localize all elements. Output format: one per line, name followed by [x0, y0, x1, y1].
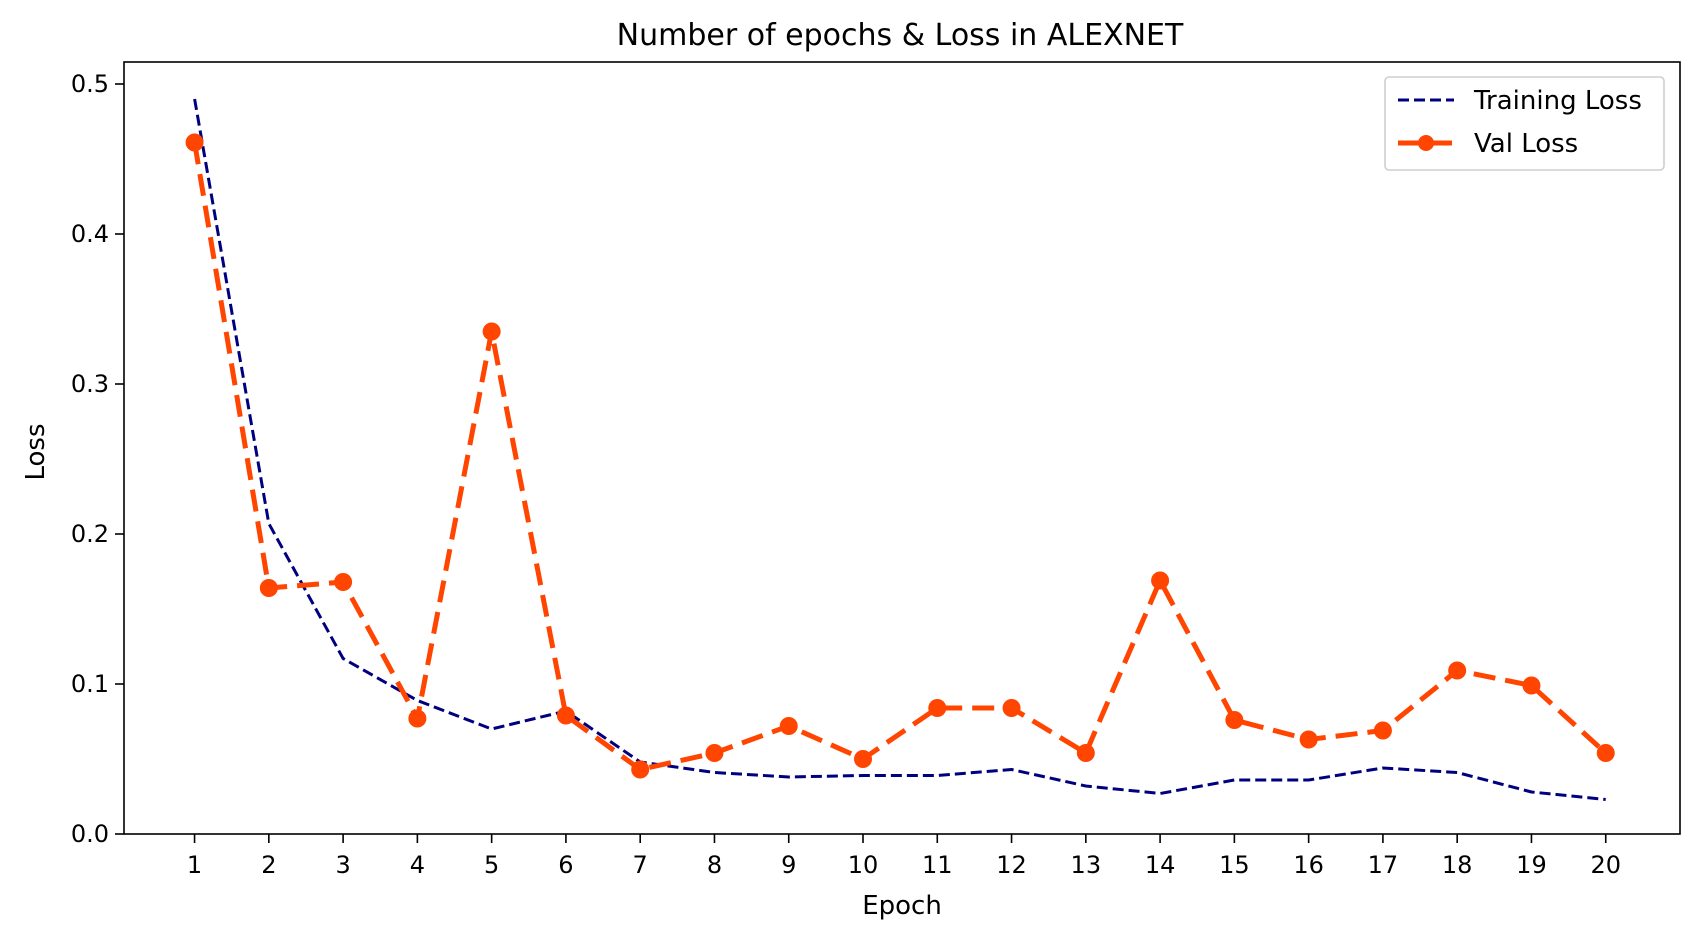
chart-title: Number of epochs & Loss in ALEXNET [617, 18, 1184, 53]
x-tick-label: 4 [410, 851, 425, 879]
y-tick-label: 0.5 [71, 70, 109, 98]
x-axis-label: Epoch [862, 891, 942, 921]
data-point-val-loss [1373, 721, 1392, 740]
plot-frame [123, 61, 1681, 835]
data-point-val-loss [185, 133, 204, 152]
y-tick-label: 0.0 [71, 820, 109, 848]
y-tick-label: 0.1 [71, 670, 109, 698]
data-point-val-loss [482, 322, 501, 341]
x-tick-label: 19 [1516, 851, 1547, 879]
series-line-training-loss [193, 98, 1606, 801]
series-layer [185, 98, 1615, 801]
x-tick-label: 3 [335, 851, 350, 879]
data-point-val-loss [779, 717, 798, 735]
x-tick-label: 9 [781, 851, 796, 879]
data-point-val-loss [854, 750, 873, 768]
x-tick-label: 10 [848, 851, 879, 879]
y-tick-label: 0.3 [71, 370, 109, 398]
data-point-val-loss [705, 744, 724, 762]
x-tick-label: 11 [922, 851, 953, 879]
legend: Training Loss Val Loss [1384, 76, 1665, 171]
data-point-val-loss [259, 579, 278, 597]
data-point-val-loss [408, 709, 427, 728]
legend-marker-val-loss [1418, 135, 1434, 151]
x-tick-label: 15 [1219, 851, 1250, 879]
x-tick-label: 1 [187, 851, 202, 879]
data-point-val-loss [556, 706, 575, 725]
x-tick-label: 2 [261, 851, 276, 879]
x-tick-label: 20 [1590, 851, 1621, 879]
x-tick-label: 7 [633, 851, 648, 879]
y-tick-label: 0.2 [71, 520, 109, 548]
data-point-val-loss [1225, 711, 1244, 729]
data-point-val-loss [1522, 676, 1541, 695]
data-point-val-loss [1076, 744, 1095, 762]
x-tick-label: 16 [1293, 851, 1324, 879]
data-point-val-loss [928, 699, 947, 717]
data-point-val-loss [1002, 699, 1021, 717]
x-tick-label: 5 [484, 851, 499, 879]
legend-label-val-loss: Val Loss [1474, 129, 1578, 159]
data-point-val-loss [1448, 661, 1467, 680]
data-point-val-loss [1151, 571, 1170, 590]
x-tick-label: 12 [996, 851, 1027, 879]
x-tick-label: 8 [707, 851, 722, 879]
series-line-val-loss [192, 142, 1608, 772]
legend-box [1384, 76, 1665, 171]
data-point-val-loss [334, 573, 353, 591]
x-tick-label: 6 [558, 851, 573, 879]
data-point-val-loss [631, 760, 650, 779]
data-point-val-loss [1299, 730, 1318, 749]
axis-ticks: 1 2 3 4 5 6 7 8 9 10 11 12 13 14 15 16 17 18 19 200.00.10.2… [71, 70, 1621, 879]
legend-label-training-loss: Training Loss [1473, 86, 1642, 116]
data-point-val-loss [1596, 744, 1615, 762]
x-tick-label: 14 [1145, 851, 1176, 879]
x-tick-label: 18 [1442, 851, 1473, 879]
x-tick-label: 13 [1071, 851, 1102, 879]
y-axis-label: Loss [21, 423, 51, 480]
x-tick-label: 17 [1368, 851, 1399, 879]
y-tick-label: 0.4 [71, 220, 109, 248]
